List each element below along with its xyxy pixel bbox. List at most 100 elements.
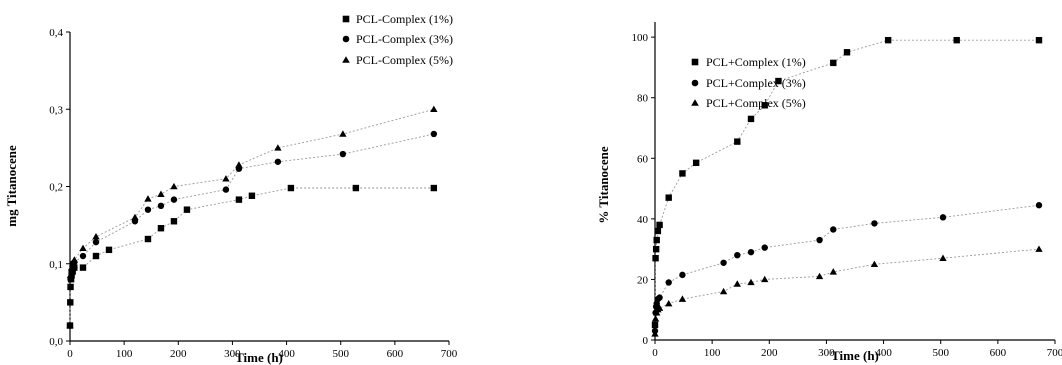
square-point: [248, 192, 256, 199]
triangle-point: [665, 299, 673, 307]
x-tick-label: 400: [278, 348, 295, 360]
x-tick-label: 700: [1047, 347, 1062, 359]
triangle-point: [719, 287, 728, 295]
square-point: [79, 264, 87, 271]
fit-line-series-1: [654, 39, 1039, 325]
circle-point: [734, 252, 741, 259]
left-legend-label-3: PCL-Complex (5%): [356, 53, 453, 67]
triangle-point: [339, 130, 347, 137]
square-point: [430, 184, 438, 192]
square-point: [67, 299, 74, 306]
triangle-point: [92, 233, 100, 240]
circle-point: [430, 130, 438, 138]
left-legend-label-2: PCL-Complex (3%): [356, 32, 453, 46]
triangle-point: [66, 321, 74, 329]
square-point: [67, 283, 74, 291]
triangle-point: [761, 275, 769, 283]
circle-point: [871, 220, 878, 227]
y-tick-label: 0,0: [49, 336, 63, 348]
square-point: [652, 255, 659, 262]
circle-point: [339, 150, 347, 158]
square-point: [92, 252, 100, 260]
square-point: [692, 159, 700, 167]
circle-point: [679, 271, 686, 279]
triangle-point: [678, 295, 687, 302]
x-tick-label: 200: [761, 347, 778, 359]
fit-line-series-2: [654, 204, 1040, 331]
square-point: [653, 236, 660, 244]
square-point: [747, 115, 755, 123]
circle-point: [720, 259, 727, 266]
triangle-point: [651, 330, 659, 337]
y-tick-label: 100: [632, 32, 649, 44]
circle-point: [816, 236, 823, 244]
x-tick-label: 600: [990, 347, 1007, 359]
square-point: [679, 170, 686, 177]
y-tick-label: 40: [637, 214, 649, 226]
square-point: [352, 184, 360, 192]
y-tick-label: 0,1: [49, 259, 63, 271]
triangle-point: [69, 260, 77, 267]
circle-point: [274, 158, 282, 165]
legend-triangle-marker: [342, 56, 350, 63]
square-point: [830, 59, 837, 67]
square-point: [183, 206, 191, 213]
right-x-axis-label: Time (h): [831, 348, 879, 363]
square-point: [170, 218, 178, 225]
x-tick-label: 0: [67, 348, 73, 360]
x-tick-label: 100: [116, 348, 133, 360]
triangle-point: [815, 272, 824, 280]
right-chart: Time (h) % Titanocene 0 100 200 300 400 500 60…: [596, 22, 1062, 363]
square-point: [144, 235, 152, 243]
y-tick-label: 0,2: [49, 182, 63, 194]
square-point: [884, 36, 892, 44]
triangle-point: [1035, 245, 1043, 252]
triangle-point: [70, 256, 79, 263]
square-point: [287, 184, 295, 192]
circle-point: [157, 202, 165, 210]
square-point: [651, 321, 659, 329]
circle-point: [747, 248, 755, 256]
triangle-point: [66, 271, 75, 279]
x-tick-label: 400: [875, 347, 892, 359]
right-y-axis-label: % Titanocene: [596, 146, 611, 223]
left-fit-lines: [69, 108, 434, 326]
circle-point: [170, 196, 178, 203]
triangle-point: [222, 175, 230, 182]
triangle-point: [235, 161, 243, 168]
square-point: [761, 102, 768, 109]
triangle-point: [430, 105, 438, 112]
square-point: [953, 36, 960, 44]
triangle-point: [829, 268, 837, 275]
circle-point: [92, 238, 100, 246]
circle-point: [144, 206, 152, 213]
circle-point: [222, 186, 230, 193]
x-tick-label: 0: [652, 347, 658, 359]
right-data-points: [651, 36, 1043, 337]
right-legend-label-3: PCL+Complex (5%): [706, 96, 806, 110]
y-tick-label: 80: [637, 93, 649, 105]
x-tick-label: 500: [932, 347, 949, 359]
square-point: [843, 49, 851, 56]
x-tick-label: 600: [387, 348, 404, 360]
x-tick-label: 700: [441, 348, 458, 360]
x-tick-label: 200: [170, 348, 187, 360]
left-x-axis-label: Time (h): [235, 350, 283, 365]
right-ticks: 0 100 200 300 400 500 600 700 0 20 40 60 80 100: [632, 32, 1062, 359]
legend-square-marker: [691, 58, 699, 66]
triangle-point: [274, 144, 282, 151]
x-tick-label: 300: [818, 347, 835, 359]
triangle-point: [131, 213, 139, 221]
circle-point: [665, 279, 672, 286]
legend-square-marker: [342, 15, 350, 23]
x-tick-label: 300: [224, 348, 241, 360]
square-point: [656, 221, 663, 229]
circle-point: [830, 226, 837, 233]
y-tick-label: 20: [637, 274, 649, 286]
fit-line-series-1: [69, 187, 434, 326]
x-tick-label: 100: [704, 347, 721, 359]
y-tick-label: 0: [643, 335, 649, 347]
triangle-point: [870, 260, 879, 268]
triangle-point: [157, 190, 165, 197]
